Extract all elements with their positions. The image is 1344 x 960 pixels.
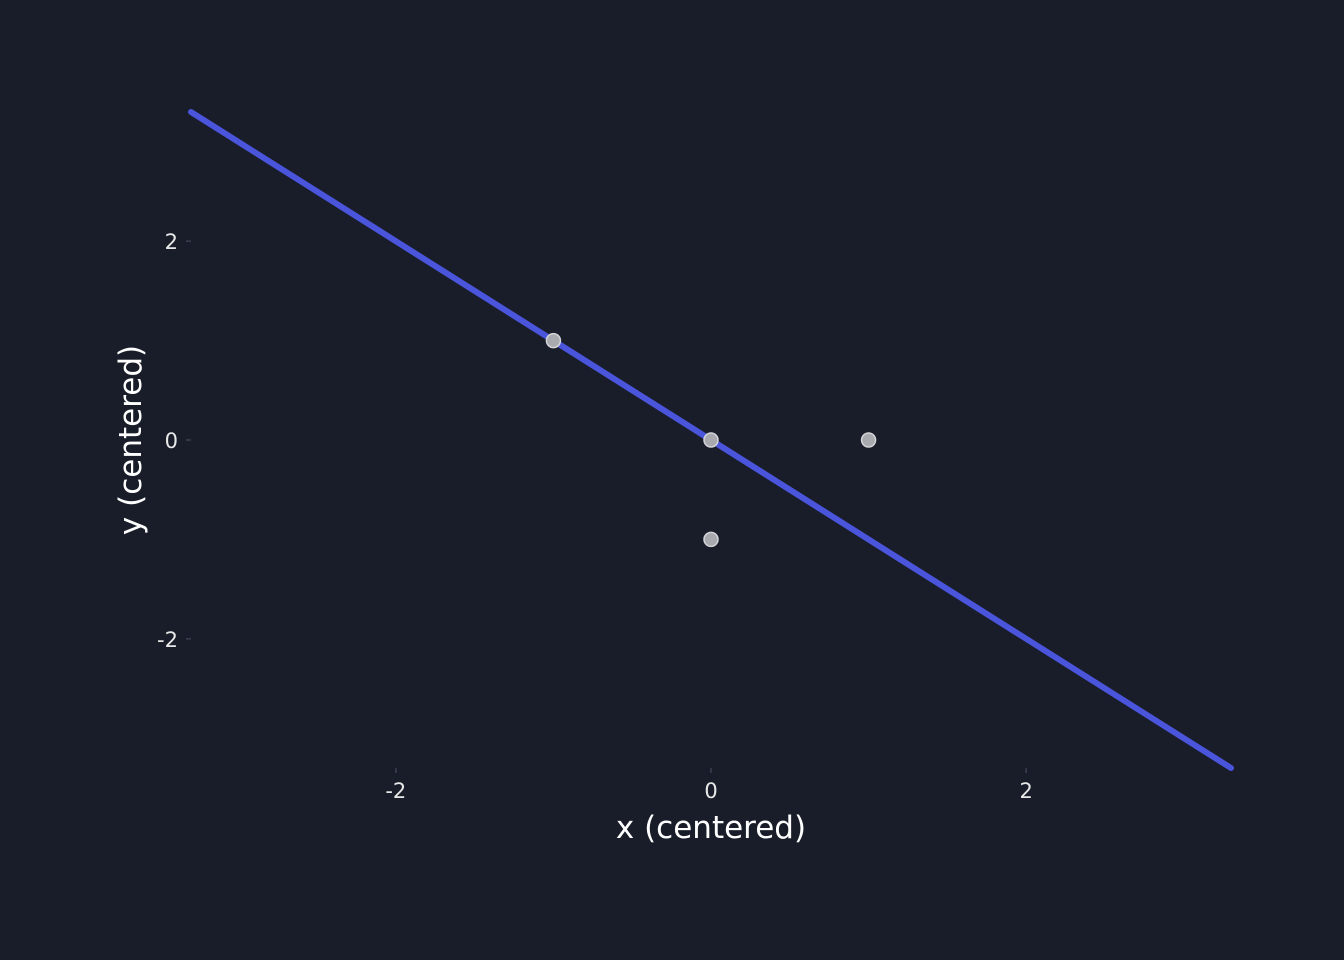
y-axis-title: y (centered) (113, 345, 149, 535)
axis-ticks: -2 0 2 -2 0 2 (157, 230, 1033, 803)
x-tick-label: -2 (385, 779, 406, 803)
data-points-layer (545, 332, 877, 548)
y-tick-label: -2 (157, 628, 178, 652)
data-point (860, 432, 877, 448)
x-tick-label: 2 (1019, 779, 1032, 803)
x-tick-label: 0 (704, 779, 717, 803)
data-point (703, 432, 719, 448)
data-point (545, 332, 562, 349)
x-axis-title: x (centered) (616, 810, 806, 846)
y-tick-label: 0 (165, 429, 178, 453)
data-point (703, 531, 719, 548)
y-tick-label: 2 (165, 230, 178, 254)
